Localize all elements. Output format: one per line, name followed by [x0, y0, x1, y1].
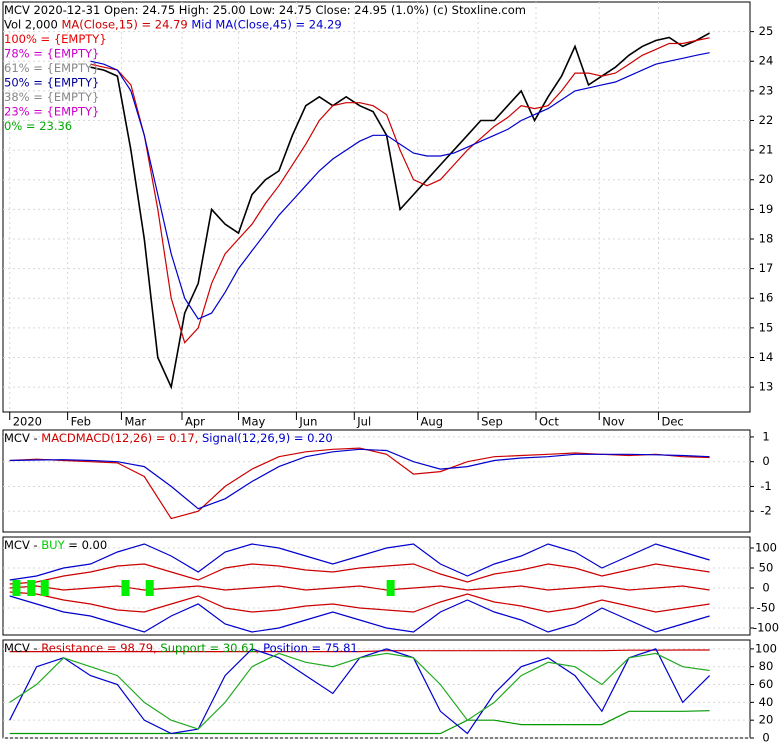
x-tick-label: Mar [124, 415, 146, 429]
buy-signal [27, 580, 36, 596]
x-tick-label: May [242, 415, 266, 429]
y-tick-label: -1 [760, 479, 771, 493]
legend-row: 38% = {EMPTY} [4, 90, 99, 104]
series-line [9, 591, 710, 613]
legend-row: 100% = {EMPTY} [4, 32, 107, 46]
y-tick-label: -2 [760, 504, 771, 518]
legend-text: MCV - [4, 641, 41, 655]
x-tick-label: 2020 [13, 415, 42, 429]
y-tick-label: 0 [762, 731, 769, 745]
y-tick-label: 18 [759, 231, 774, 245]
legend-text: MA(Close,15) = 24.79 [58, 17, 188, 31]
legend-text: MCV - [4, 431, 41, 445]
panel-frame [2, 1, 751, 413]
buy-signal [12, 580, 21, 596]
panel-frame [2, 536, 751, 636]
series-line [9, 648, 711, 735]
series-line [9, 448, 710, 510]
buy-signal [121, 580, 130, 596]
series-line [9, 563, 710, 585]
y-tick-label: 80 [759, 659, 774, 673]
legend-row: 23% = {EMPTY} [4, 104, 99, 118]
legend-text: 23% = {EMPTY} [4, 104, 99, 118]
legend-row: 61% = {EMPTY} [4, 61, 99, 75]
legend-text: 50% = {EMPTY} [4, 75, 99, 89]
legend-text: BUY [41, 538, 65, 552]
x-tick-label: Dec [661, 415, 683, 429]
y-tick-label: 1 [762, 429, 769, 443]
legend-row: Vol 2,000 MA(Close,15) = 24.79 Mid MA(Cl… [4, 17, 342, 31]
series-line [9, 543, 710, 581]
legend-text: 38% = {EMPTY} [4, 90, 99, 104]
series-line [90, 52, 710, 320]
y-tick-label: 0 [762, 454, 769, 468]
series-line [90, 37, 710, 344]
y-tick-label: 100 [755, 541, 777, 555]
legend-text: MACDMACD(12,26) = 0.17, [41, 431, 198, 445]
legend-row: MCV - MACDMACD(12,26) = 0.17, Signal(12,… [4, 431, 333, 445]
series-line [9, 710, 710, 735]
legend-row: 0% = 23.36 [4, 119, 72, 133]
y-tick-label: 0 [762, 581, 769, 595]
y-tick-label: -100 [753, 621, 779, 635]
x-tick-label: Apr [185, 415, 205, 429]
y-tick-label: 21 [759, 143, 774, 157]
legend-row: MCV - BUY = 0.00 [4, 538, 107, 552]
y-tick-label: 60 [759, 677, 774, 691]
legend-text: Resistance = 98.79, [41, 641, 157, 655]
buy-signal [145, 580, 154, 596]
legend-text: 100% = {EMPTY} [4, 32, 107, 46]
x-tick-label: Jul [356, 415, 371, 429]
legend-text: Mid MA(Close,45) = 24.29 [188, 17, 342, 31]
x-tick-label: Oct [539, 415, 559, 429]
legend-text: Position = 75.81 [259, 641, 357, 655]
x-tick-label: Feb [71, 415, 91, 429]
panel-frame [2, 639, 751, 739]
y-tick-label: 15 [759, 320, 774, 334]
legend-text: 78% = {EMPTY} [4, 46, 99, 60]
y-tick-label: 25 [759, 24, 774, 38]
legend-text: MCV 2020-12-31 Open: 24.75 High: 25.00 L… [4, 3, 526, 17]
legend-row: MCV 2020-12-31 Open: 24.75 High: 25.00 L… [4, 3, 526, 17]
y-tick-label: 22 [759, 113, 774, 127]
x-tick-label: Sep [481, 415, 503, 429]
legend-row: MCV - Resistance = 98.79, Support = 30.6… [4, 641, 358, 655]
legend-text: Signal(12,26,9) = 0.20 [198, 431, 332, 445]
y-tick-label: 13 [759, 380, 774, 394]
legend-text: MCV - [4, 538, 41, 552]
y-tick-label: 20 [759, 172, 774, 186]
series-line [9, 447, 710, 520]
y-tick-label: 19 [759, 202, 774, 216]
legend-text: Vol 2,000 [4, 17, 58, 31]
series-line [9, 649, 710, 653]
series-line [9, 595, 710, 633]
x-tick-label: Aug [421, 415, 443, 429]
legend-text: 61% = {EMPTY} [4, 61, 99, 75]
y-tick-label: 100 [755, 641, 777, 655]
y-tick-label: 20 [759, 713, 774, 727]
x-tick-label: Nov [602, 415, 625, 429]
legend-text: 0% = 23.36 [4, 119, 72, 133]
legend-text: Support = 30.61, [157, 641, 260, 655]
y-tick-label: 16 [759, 291, 774, 305]
series-line [9, 652, 710, 730]
x-tick-label: Jun [298, 415, 317, 429]
legend-text: = 0.00 [65, 538, 108, 552]
buy-signal [386, 580, 395, 596]
y-tick-label: 40 [759, 695, 774, 709]
y-tick-label: 17 [759, 261, 774, 275]
buy-signal [40, 580, 49, 596]
y-tick-label: 24 [759, 54, 774, 68]
y-tick-label: 14 [759, 350, 774, 364]
legend-row: 78% = {EMPTY} [4, 46, 99, 60]
y-tick-label: 23 [759, 83, 774, 97]
panel-frame [2, 429, 751, 533]
legend-row: 50% = {EMPTY} [4, 75, 99, 89]
series-line [90, 32, 710, 390]
y-tick-label: 50 [759, 561, 774, 575]
y-tick-label: -50 [757, 601, 776, 615]
